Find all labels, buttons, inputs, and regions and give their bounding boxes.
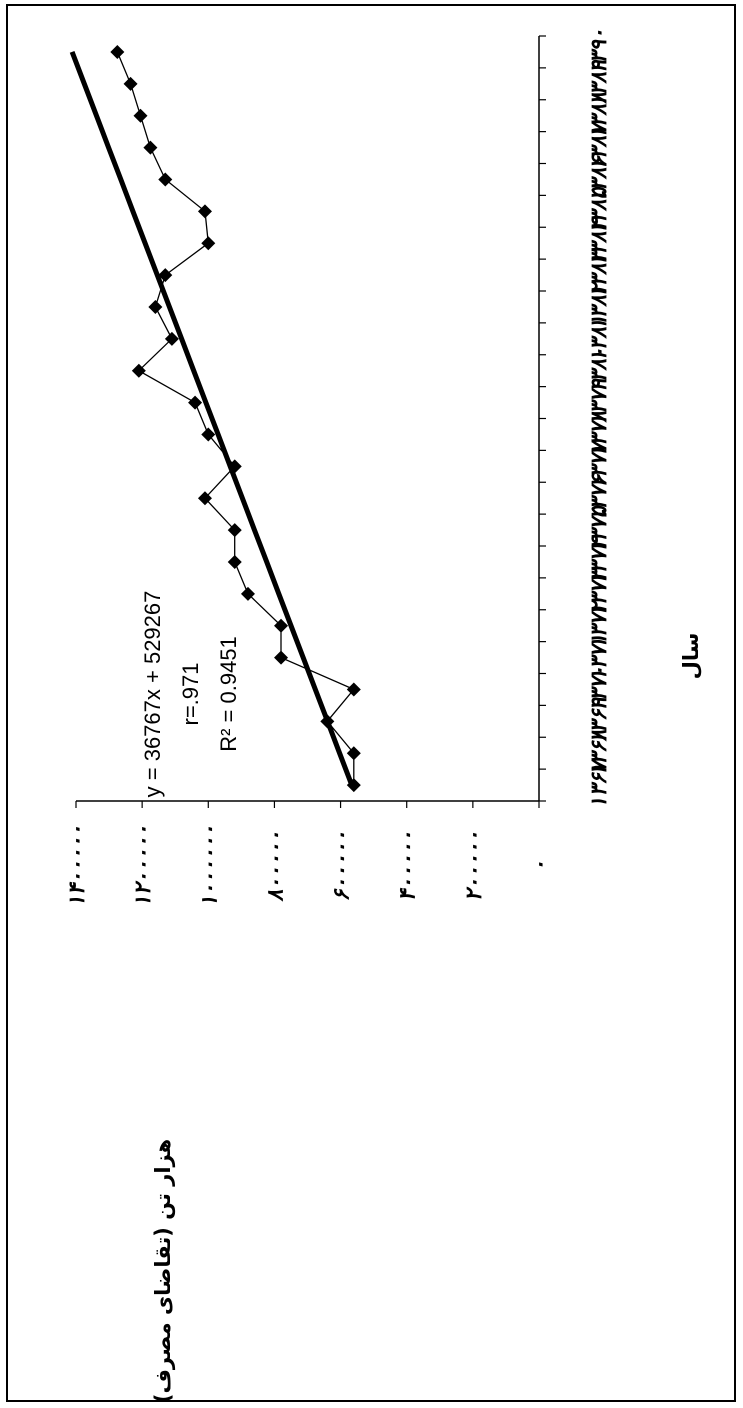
diamond-icon — [227, 523, 242, 538]
x-tick-label: ۱۳۷۵ — [587, 504, 612, 553]
diamond-icon — [274, 650, 289, 665]
regression-annotation: y = 36767x + 529267 r=.971 R² = 0.9451 — [140, 591, 241, 798]
x-tick-label: ۱۳۷۰ — [587, 666, 612, 713]
x-tick-label: ۱۳۸۴ — [587, 217, 612, 266]
regression-equation: y = 36767x + 529267 — [140, 591, 165, 798]
line-chart: ۱۳۶۷۱۳۶۸۱۳۶۹۱۳۷۰۱۳۷۱۱۳۷۲۱۳۷۳۱۳۷۴۱۳۷۵۱۳۷۶… — [65, 28, 703, 1400]
y-tick-label: ۱۲۰۰۰۰۰ — [131, 825, 156, 908]
y-tick-label: ۸۰۰۰۰۰ — [263, 831, 288, 903]
series-group — [69, 44, 361, 793]
x-tick-label: ۱۳۸۶ — [587, 154, 612, 203]
x-tick-label: ۱۳۷۱ — [587, 634, 612, 681]
diamond-icon — [201, 427, 216, 442]
diamond-icon — [320, 714, 335, 729]
diamond-icon — [197, 491, 212, 506]
diamond-icon — [158, 268, 173, 283]
x-tick-label: ۱۳۷۹ — [587, 378, 612, 426]
x-tick-label: ۱۳۹۰ — [587, 28, 612, 75]
diamond-icon — [131, 363, 146, 378]
x-tick-label: ۱۳۷۶ — [587, 472, 612, 521]
diamond-icon — [201, 236, 216, 251]
diamond-icon — [158, 172, 173, 187]
y-axis-title: (تقاضای مصرف) هزار تن — [151, 1139, 175, 1400]
y-tick-label: ۲۰۰۰۰۰ — [462, 831, 487, 902]
x-tick-label: ۱۳۸۷ — [587, 120, 612, 171]
correlation-coefficient: r=.971 — [178, 663, 203, 726]
x-tick-label: ۱۳۷۳ — [587, 566, 612, 617]
diamond-icon — [197, 204, 212, 219]
diamond-icon — [123, 76, 138, 91]
diamond-icon — [133, 108, 148, 123]
x-tick-label: ۱۳۸۲ — [587, 280, 612, 330]
diamond-icon — [164, 331, 179, 346]
diamond-icon — [188, 395, 203, 410]
chart-frame: ۱۳۶۷ ۱۳۶۸ ۱۳۶۹ ۱۳۷۰ ۱۳۷۱ ۱۳۷۲ ۱۳۷۳ ۱۳۷۴ ۱۳۷۵ ۱۳۷۶… — [6, 4, 736, 1402]
r-squared: R² = 0.9451 — [216, 636, 241, 752]
diamond-icon — [148, 299, 163, 314]
diamond-icon — [110, 44, 125, 59]
x-tick-label: ۱۳۶۸ — [587, 729, 612, 776]
y-tick-label: ۱۴۰۰۰۰۰ — [65, 825, 90, 908]
trend-line — [69, 51, 355, 786]
diamond-icon — [227, 459, 242, 474]
y-tick-label: ۴۰۰۰۰۰ — [396, 831, 421, 902]
diamond-icon — [346, 778, 361, 793]
y-tick-label: ۶۰۰۰۰۰ — [330, 831, 355, 902]
x-tick-label: ۱۳۸۸ — [587, 92, 612, 139]
x-tick-label: ۱۳۸۱ — [587, 315, 612, 362]
tick-labels: ۱۳۶۷۱۳۶۸۱۳۶۹۱۳۷۰۱۳۷۱۱۳۷۲۱۳۷۳۱۳۷۴۱۳۷۵۱۳۷۶… — [65, 28, 612, 907]
y-tick-label: ۱۰۰۰۰۰۰ — [197, 825, 222, 908]
x-tick-label: ۱۳۷۸ — [587, 411, 612, 458]
y-tick-label: ۰ — [528, 860, 553, 872]
x-axis-title: سال — [679, 633, 703, 680]
diamond-icon — [227, 554, 242, 569]
observed-line — [116, 51, 355, 786]
x-tick-label: ۱۳۶۹ — [587, 696, 612, 744]
diamond-icon — [143, 140, 158, 155]
x-tick-label: ۱۳۸۵ — [587, 185, 612, 234]
diamond-icon — [346, 746, 361, 761]
chart-axes — [75, 35, 546, 808]
diamond-icon — [346, 682, 361, 697]
x-tick-label: ۱۳۷۴ — [587, 536, 612, 585]
x-tick-label: ۱۳۸۹ — [587, 59, 612, 107]
diamond-icon — [274, 618, 289, 633]
diamond-icon — [240, 586, 255, 601]
x-tick-label: ۱۳۸۰ — [587, 347, 612, 394]
x-tick-label: ۱۳۷۷ — [587, 438, 612, 489]
x-tick-label: ۱۳۸۳ — [587, 247, 612, 298]
x-tick-label: ۱۳۶۷ — [587, 757, 612, 808]
x-tick-label: ۱۳۷۲ — [587, 599, 612, 649]
